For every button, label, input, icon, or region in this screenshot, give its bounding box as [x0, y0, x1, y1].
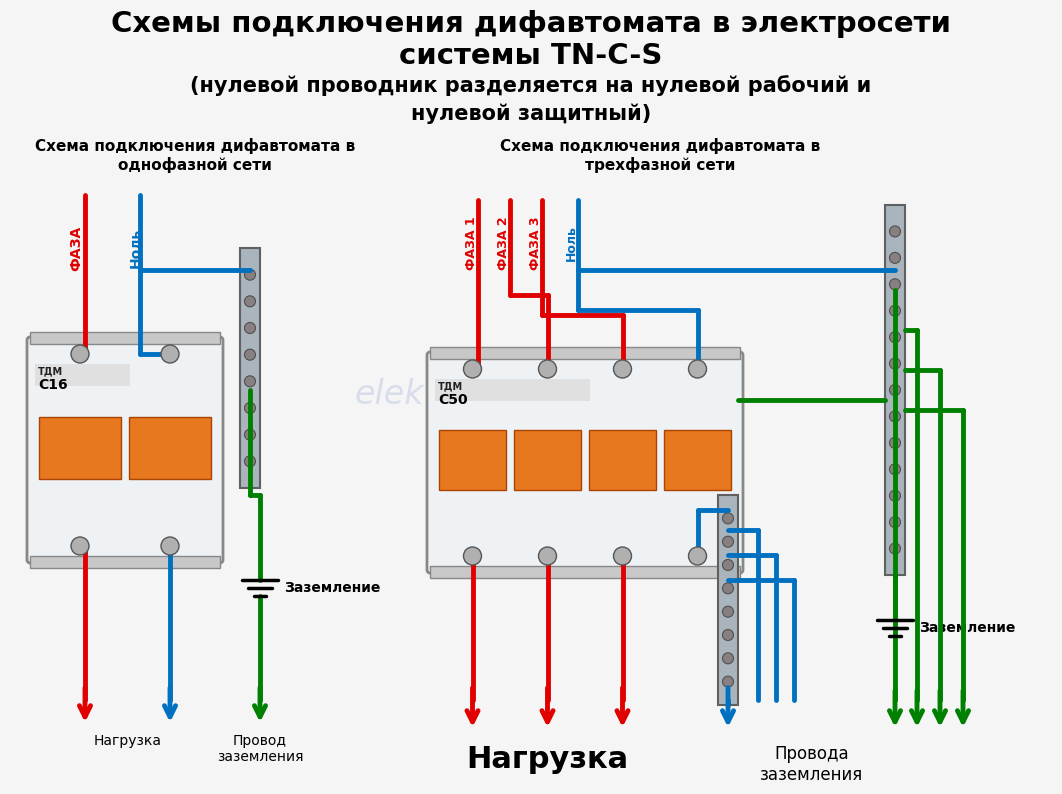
Bar	[39, 417, 121, 479]
Circle shape	[614, 547, 632, 565]
Circle shape	[463, 360, 481, 378]
Circle shape	[71, 537, 89, 555]
Text: Заземление: Заземление	[284, 581, 380, 595]
Text: ТДМ: ТДМ	[438, 381, 463, 391]
Circle shape	[890, 305, 901, 316]
Circle shape	[722, 536, 734, 547]
Circle shape	[71, 345, 89, 363]
Text: нулевой защитный): нулевой защитный)	[411, 103, 651, 124]
Circle shape	[890, 332, 901, 343]
Circle shape	[722, 606, 734, 617]
Circle shape	[722, 583, 734, 594]
Circle shape	[890, 358, 901, 369]
Circle shape	[722, 513, 734, 524]
Circle shape	[244, 456, 256, 467]
Bar	[430, 566, 740, 578]
Text: Провода
заземления: Провода заземления	[760, 745, 863, 784]
Bar	[514, 430, 581, 491]
Circle shape	[538, 360, 556, 378]
Text: Провод
заземления: Провод заземления	[217, 734, 304, 764]
Text: C50: C50	[438, 393, 467, 407]
Circle shape	[890, 226, 901, 237]
Circle shape	[890, 279, 901, 290]
Circle shape	[890, 437, 901, 449]
Circle shape	[890, 252, 901, 264]
Circle shape	[161, 345, 179, 363]
Text: ФАЗА 1: ФАЗА 1	[465, 216, 478, 270]
Text: ФАЗА 2: ФАЗА 2	[497, 216, 510, 270]
Circle shape	[722, 676, 734, 687]
Circle shape	[722, 560, 734, 571]
Text: Нагрузка: Нагрузка	[93, 734, 161, 748]
Text: ФАЗА: ФАЗА	[69, 225, 83, 271]
Circle shape	[688, 360, 706, 378]
Text: elektroshkola.ru: elektroshkola.ru	[355, 379, 626, 411]
Bar	[129, 417, 211, 479]
Circle shape	[244, 269, 256, 280]
Bar	[35, 364, 130, 386]
Bar	[439, 430, 506, 491]
Bar	[435, 379, 590, 401]
Text: Заземление: Заземление	[919, 621, 1015, 635]
Bar	[589, 430, 656, 491]
Circle shape	[538, 547, 556, 565]
Text: Схема подключения дифавтомата в
трехфазной сети: Схема подключения дифавтомата в трехфазн…	[500, 138, 820, 172]
Circle shape	[890, 517, 901, 528]
Circle shape	[244, 403, 256, 414]
Text: ТДМ: ТДМ	[38, 366, 63, 376]
Circle shape	[890, 411, 901, 422]
Circle shape	[244, 376, 256, 387]
Circle shape	[890, 490, 901, 501]
Text: Ноль: Ноль	[565, 225, 578, 261]
Text: Ноль: Ноль	[129, 228, 143, 268]
Circle shape	[244, 296, 256, 306]
Circle shape	[463, 547, 481, 565]
Circle shape	[890, 464, 901, 475]
Bar	[664, 430, 731, 491]
Text: Нагрузка: Нагрузка	[466, 745, 629, 774]
Text: ФАЗА 3: ФАЗА 3	[529, 216, 542, 270]
Bar	[718, 495, 738, 705]
FancyBboxPatch shape	[427, 352, 743, 573]
Bar	[30, 556, 220, 568]
Bar	[885, 205, 905, 575]
Text: Схемы подключения дифавтомата в электросети: Схемы подключения дифавтомата в электрос…	[112, 10, 950, 38]
Circle shape	[244, 349, 256, 360]
Bar	[430, 347, 740, 359]
Circle shape	[722, 630, 734, 641]
Circle shape	[244, 430, 256, 440]
Bar	[30, 332, 220, 344]
Text: Схема подключения дифавтомата в
однофазной сети: Схема подключения дифавтомата в однофазн…	[35, 138, 355, 172]
Text: C16: C16	[38, 378, 68, 392]
FancyBboxPatch shape	[27, 337, 223, 563]
Text: системы TN-C-S: системы TN-C-S	[399, 42, 663, 70]
Circle shape	[722, 653, 734, 664]
Text: (нулевой проводник разделяется на нулевой рабочий и: (нулевой проводник разделяется на нулево…	[190, 75, 872, 96]
Circle shape	[688, 547, 706, 565]
Circle shape	[244, 322, 256, 333]
Circle shape	[890, 384, 901, 395]
Circle shape	[161, 537, 179, 555]
Bar	[240, 248, 260, 488]
Circle shape	[890, 543, 901, 554]
Circle shape	[614, 360, 632, 378]
